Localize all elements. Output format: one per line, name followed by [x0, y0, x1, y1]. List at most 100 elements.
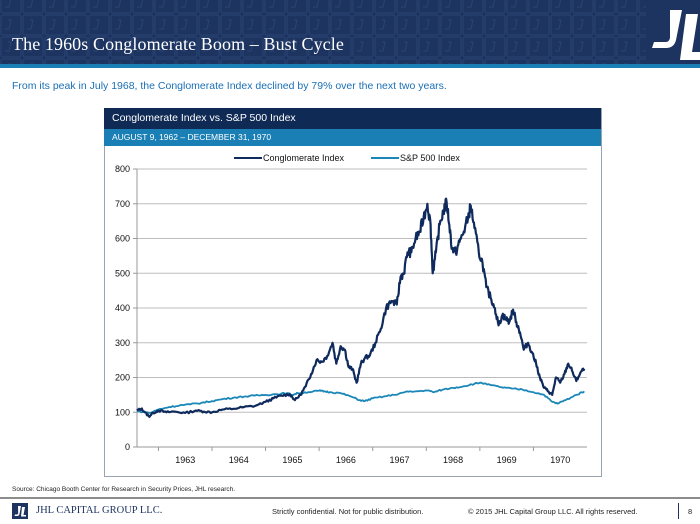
header-pattern-tile — [528, 36, 550, 58]
footer-page-divider — [678, 503, 679, 519]
header-pattern-tile — [154, 14, 176, 36]
header-pattern-tile — [154, 36, 176, 58]
header-pattern-tile — [88, 0, 110, 14]
header-pattern-glyph — [181, 19, 188, 30]
header-pattern-tile — [88, 58, 110, 64]
header-pattern-glyph — [533, 0, 540, 8]
header-pattern-tile — [308, 0, 330, 14]
header-pattern-tile — [528, 14, 550, 36]
header-pattern-glyph — [159, 0, 166, 8]
header-pattern-glyph — [269, 41, 276, 52]
header-pattern-glyph — [93, 41, 100, 52]
header-pattern-glyph — [71, 19, 78, 30]
page-title: The 1960s Conglomerate Boom – Bust Cycle — [12, 34, 344, 54]
header-pattern-glyph — [313, 41, 320, 52]
header-pattern-tile — [154, 58, 176, 64]
header-pattern-tile — [264, 36, 286, 58]
header-pattern-glyph — [115, 19, 122, 30]
header-pattern-tile — [0, 58, 22, 64]
header-pattern-tile — [66, 0, 88, 14]
header-pattern-glyph — [313, 0, 320, 8]
header-pattern-tile — [132, 58, 154, 64]
header-pattern-tile — [550, 58, 572, 64]
header-pattern-glyph — [247, 19, 254, 30]
header-pattern-tile — [286, 36, 308, 58]
header-pattern-glyph — [71, 0, 78, 8]
header-pattern-tile — [110, 14, 132, 36]
header-pattern-tile — [440, 14, 462, 36]
header-pattern-tile — [550, 14, 572, 36]
y-tick-label: 600 — [115, 234, 130, 244]
x-tick-label: 1970 — [550, 455, 570, 465]
header-pattern-tile — [66, 36, 88, 58]
header-pattern-glyph — [335, 19, 342, 30]
header-pattern-glyph — [291, 0, 298, 8]
header-pattern-tile — [594, 36, 616, 58]
header-pattern-tile — [352, 0, 374, 14]
header-pattern-glyph — [225, 41, 232, 52]
header-pattern-glyph — [71, 41, 78, 52]
jhl-logo-icon — [646, 0, 700, 64]
header-pattern-tile — [154, 0, 176, 14]
header-pattern-tile — [418, 36, 440, 58]
header-pattern-glyph — [93, 0, 100, 8]
header-pattern-tile — [550, 36, 572, 58]
header-pattern-tile — [308, 14, 330, 36]
header-pattern-glyph — [225, 0, 232, 8]
header-pattern-glyph — [159, 41, 166, 52]
y-tick-label: 100 — [115, 407, 130, 417]
header-pattern-glyph — [247, 41, 254, 52]
header-pattern-glyph — [511, 0, 518, 8]
header-pattern-tile — [198, 14, 220, 36]
header-pattern-tile — [22, 36, 44, 58]
header-pattern-tile — [88, 14, 110, 36]
header-pattern-tile — [462, 36, 484, 58]
header-pattern-tile — [418, 58, 440, 64]
header-pattern-glyph — [115, 41, 122, 52]
header-pattern-tile — [462, 0, 484, 14]
header-pattern-tile — [286, 14, 308, 36]
header-pattern-tile — [330, 0, 352, 14]
header-pattern-tile — [176, 36, 198, 58]
header-pattern-glyph — [49, 0, 56, 8]
header-pattern-glyph — [423, 19, 430, 30]
header-pattern-tile — [0, 36, 22, 58]
header-pattern-tile — [352, 36, 374, 58]
header-pattern-tile — [374, 14, 396, 36]
header-pattern-glyph — [335, 0, 342, 8]
header-pattern-glyph — [533, 41, 540, 52]
header-pattern-tile — [176, 58, 198, 64]
header-pattern-glyph — [577, 0, 584, 8]
header-pattern-glyph — [137, 0, 144, 8]
header-pattern-glyph — [511, 19, 518, 30]
header-pattern-glyph — [555, 41, 562, 52]
header-pattern-tile — [594, 0, 616, 14]
header-pattern-tile — [132, 36, 154, 58]
header-pattern-glyph — [401, 41, 408, 52]
header-pattern-tile — [396, 36, 418, 58]
header-pattern-tile — [352, 14, 374, 36]
y-tick-label: 400 — [115, 303, 130, 313]
header-pattern-tile — [264, 14, 286, 36]
gridlines — [137, 168, 587, 413]
chart-title: Conglomerate Index vs. S&P 500 Index — [104, 108, 601, 129]
header-pattern-tile — [132, 0, 154, 14]
header-pattern-glyph — [423, 41, 430, 52]
header-pattern-tile — [264, 58, 286, 64]
series-sp500-index — [137, 381, 585, 414]
header-pattern-tile — [220, 36, 242, 58]
header-pattern-tile — [242, 58, 264, 64]
header-pattern-glyph — [93, 19, 100, 30]
header-pattern-glyph — [467, 41, 474, 52]
header-pattern-glyph — [445, 41, 452, 52]
x-tick-label: 1966 — [336, 455, 356, 465]
header-pattern-glyph — [313, 19, 320, 30]
header-pattern-glyph — [247, 0, 254, 8]
y-tick-label: 500 — [115, 268, 130, 278]
header-accent-stripe — [0, 64, 700, 68]
header-pattern-glyph — [269, 0, 276, 8]
header-pattern-glyph — [489, 41, 496, 52]
header-pattern-tile — [462, 58, 484, 64]
header-pattern-tile — [572, 14, 594, 36]
header-pattern-tile — [198, 58, 220, 64]
